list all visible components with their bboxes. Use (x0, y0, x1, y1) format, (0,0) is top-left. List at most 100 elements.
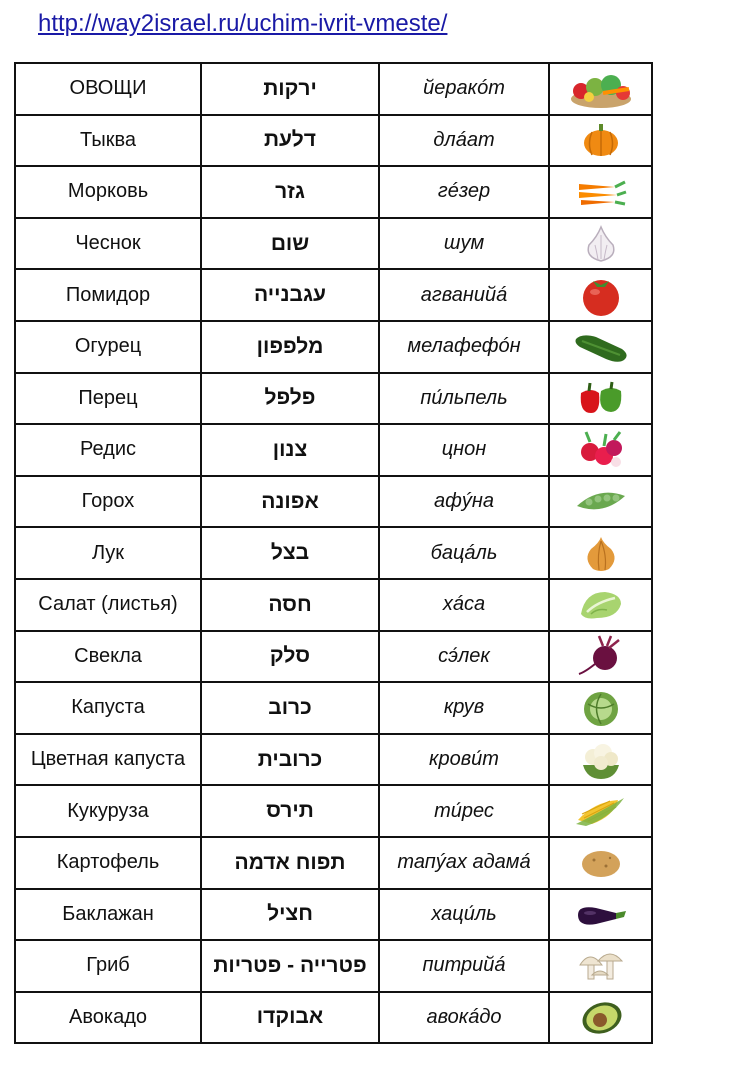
hebrew-word-cell: מלפפון (200, 319, 380, 374)
table-row: Цветная капуста כרובית крови́т (14, 732, 653, 787)
transliteration-cell: афýна (378, 474, 550, 529)
carrot-icon (575, 176, 627, 208)
hebrew-word-cell: חציל (200, 887, 380, 942)
russian-word-cell: Капуста (14, 681, 202, 735)
picture-cell (548, 990, 653, 1045)
transliteration-cell: шум (378, 216, 550, 271)
hebrew-word-cell: אבוקדו (200, 990, 380, 1045)
transliteration-cell: йеракóт (378, 62, 550, 116)
russian-word-cell: Помидор (14, 268, 202, 322)
table-row: Лук בצל бацáль (14, 526, 653, 580)
picture-cell (548, 319, 653, 374)
picture-cell (548, 629, 653, 684)
vegetables-vocabulary-table: ОВОЩИ ירקות йеракóт Тыква דלעת длáат Морковь גז… (14, 62, 653, 1045)
transliteration-cell: агванийá (378, 268, 550, 322)
russian-word-cell: Тыква (14, 113, 202, 168)
cucumber-icon (572, 329, 630, 365)
table-row: Баклажан חציל хаци́ль (14, 887, 653, 942)
russian-word-cell: Салат (листья) (14, 577, 202, 632)
russian-word-cell: Чеснок (14, 216, 202, 271)
picture-cell (548, 474, 653, 529)
hebrew-word-cell: תפוח אדמה (200, 835, 380, 890)
pumpkin-icon (581, 122, 621, 158)
table-row: Перец פלפל пи́льпель (14, 371, 653, 426)
russian-word-cell: Лук (14, 526, 202, 580)
picture-cell (548, 216, 653, 271)
picture-cell (548, 681, 653, 735)
hebrew-word-cell: גזר (200, 165, 380, 219)
tomato-icon (578, 273, 624, 317)
table-row: Помидор עגבנייה агванийá (14, 268, 653, 322)
russian-word-cell: ОВОЩИ (14, 62, 202, 116)
picture-cell (548, 526, 653, 580)
russian-word-cell: Свекла (14, 629, 202, 684)
transliteration-cell: хаци́ль (378, 887, 550, 942)
russian-word-cell: Авокадо (14, 990, 202, 1045)
picture-cell (548, 577, 653, 632)
hebrew-word-cell: ירקות (200, 62, 380, 116)
hebrew-word-cell: כרובית (200, 732, 380, 787)
table-row: Горох אפונה афýна (14, 474, 653, 529)
picture-cell (548, 62, 653, 116)
transliteration-cell: цнон (378, 423, 550, 477)
picture-cell (548, 165, 653, 219)
table-row: Картофель תפוח אדמה тапýах адамá (14, 835, 653, 890)
transliteration-cell: хáса (378, 577, 550, 632)
transliteration-cell: бацáль (378, 526, 550, 580)
russian-word-cell: Морковь (14, 165, 202, 219)
picture-cell (548, 784, 653, 838)
radish-icon (576, 430, 626, 470)
transliteration-cell: авокáдо (378, 990, 550, 1045)
table-row: Капуста כרוב крув (14, 681, 653, 735)
hebrew-word-cell: פלפל (200, 371, 380, 426)
russian-word-cell: Горох (14, 474, 202, 529)
hebrew-word-cell: חסה (200, 577, 380, 632)
potato-icon (578, 846, 624, 880)
source-url-link[interactable]: http://way2israel.ru/uchim-ivrit-vmeste/ (38, 10, 448, 37)
table-row: Редис צנון цнон (14, 423, 653, 477)
transliteration-cell: крув (378, 681, 550, 735)
pepper-icon (575, 379, 627, 417)
picture-cell (548, 887, 653, 942)
hebrew-word-cell: תירס (200, 784, 380, 838)
vegetables-basket-icon (567, 69, 635, 109)
picture-cell (548, 268, 653, 322)
table-row: Гриб פטרייה - פטריות питрийá (14, 939, 653, 993)
peas-icon (575, 486, 627, 518)
avocado-icon (576, 997, 626, 1037)
transliteration-cell: мелафефóн (378, 319, 550, 374)
russian-word-cell: Гриб (14, 939, 202, 993)
transliteration-cell: крови́т (378, 732, 550, 787)
transliteration-cell: пи́льпель (378, 371, 550, 426)
russian-word-cell: Картофель (14, 835, 202, 890)
transliteration-cell: длáат (378, 113, 550, 168)
table-row: Свекла סלק сэ́лек (14, 629, 653, 684)
transliteration-cell: сэ́лек (378, 629, 550, 684)
russian-word-cell: Цветная капуста (14, 732, 202, 787)
lettuce-icon (577, 588, 625, 622)
beet-icon (575, 634, 627, 678)
table-row: Морковь גזר гéзер (14, 165, 653, 219)
hebrew-word-cell: בצל (200, 526, 380, 580)
garlic-icon (583, 223, 619, 265)
corn-icon (574, 794, 628, 828)
russian-word-cell: Баклажан (14, 887, 202, 942)
hebrew-word-cell: צנון (200, 423, 380, 477)
hebrew-word-cell: אפונה (200, 474, 380, 529)
transliteration-cell: питрийá (378, 939, 550, 993)
picture-cell (548, 835, 653, 890)
hebrew-word-cell: דלעת (200, 113, 380, 168)
hebrew-word-cell: סלק (200, 629, 380, 684)
hebrew-word-cell: פטרייה - פטריות (200, 939, 380, 993)
hebrew-word-cell: שום (200, 216, 380, 271)
russian-word-cell: Кукуруза (14, 784, 202, 838)
hebrew-word-cell: עגבנייה (200, 268, 380, 322)
picture-cell (548, 113, 653, 168)
table-row: Авокадо אבוקדו авокáдо (14, 990, 653, 1045)
russian-word-cell: Перец (14, 371, 202, 426)
picture-cell (548, 732, 653, 787)
picture-cell (548, 423, 653, 477)
table-row: Салат (листья) חסה хáса (14, 577, 653, 632)
transliteration-cell: гéзер (378, 165, 550, 219)
cabbage-icon (580, 688, 622, 728)
